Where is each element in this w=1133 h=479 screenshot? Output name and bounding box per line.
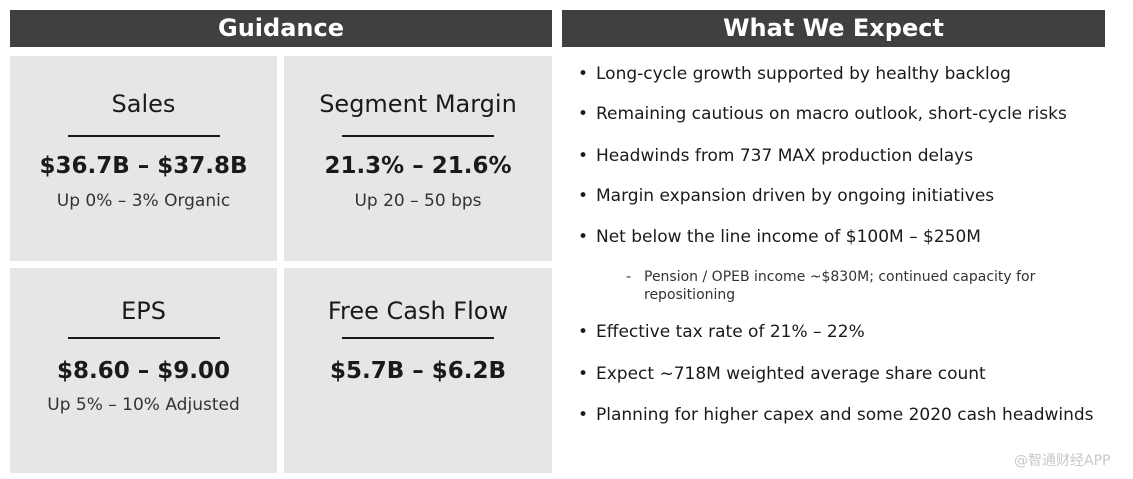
bullet-text: Expect ~718M weighted average share coun… bbox=[596, 364, 986, 384]
bullet: Long-cycle growth supported by healthy b… bbox=[578, 64, 1011, 84]
sub-bullet-text: Pension / OPEB income ~$830M; continued … bbox=[644, 269, 1036, 303]
bullet-text: Effective tax rate of 21% – 22% bbox=[596, 322, 865, 342]
bullet-text: Headwinds from 737 MAX production delays bbox=[596, 146, 974, 166]
underline bbox=[342, 337, 494, 339]
bullet: Headwinds from 737 MAX production delays bbox=[578, 146, 973, 166]
bullet-text: Planning for higher capex and some 2020 … bbox=[596, 405, 1094, 425]
box-value: $36.7B – $37.8B bbox=[39, 153, 248, 179]
guidance-box: Segment Margin 21.3% – 21.6% Up 20 – 50 … bbox=[284, 56, 552, 261]
guidance-box: EPS $8.60 – $9.00 Up 5% – 10% Adjusted bbox=[10, 268, 277, 473]
guidance-box: Free Cash Flow $5.7B – $6.2B bbox=[284, 268, 552, 473]
bullet: Margin expansion driven by ongoing initi… bbox=[578, 186, 994, 206]
watermark: @智通财经APP bbox=[1014, 453, 1111, 469]
bullet: Expect ~718M weighted average share coun… bbox=[578, 364, 986, 384]
box-value: $8.60 – $9.00 bbox=[56, 358, 231, 384]
guidance-header: Guidance bbox=[10, 10, 552, 47]
bullet: Net below the line income of $100M – $25… bbox=[578, 227, 981, 247]
box-note: Up 5% – 10% Adjusted bbox=[47, 395, 240, 415]
box-title: Segment Margin bbox=[319, 90, 517, 118]
box-note: Up 20 – 50 bps bbox=[354, 191, 482, 211]
box-note: Up 0% – 3% Organic bbox=[56, 191, 231, 211]
bullet: Remaining cautious on macro outlook, sho… bbox=[578, 104, 1067, 124]
sub-bullet: Pension / OPEB income ~$830M; continued … bbox=[626, 268, 1046, 304]
box-title: EPS bbox=[121, 297, 166, 325]
underline bbox=[342, 135, 494, 137]
underline bbox=[67, 135, 220, 137]
bullet-text: Remaining cautious on macro outlook, sho… bbox=[596, 104, 1067, 124]
expect-header: What We Expect bbox=[562, 10, 1105, 47]
bullet-text: Margin expansion driven by ongoing initi… bbox=[596, 186, 995, 206]
bullet-text: Long-cycle growth supported by healthy b… bbox=[596, 64, 1011, 84]
underline bbox=[67, 337, 220, 339]
box-value: $5.7B – $6.2B bbox=[329, 358, 507, 384]
box-title: Sales bbox=[111, 90, 176, 118]
bullet: Effective tax rate of 21% – 22% bbox=[578, 322, 865, 342]
box-value: 21.3% – 21.6% bbox=[324, 153, 512, 179]
bullet: Planning for higher capex and some 2020 … bbox=[578, 405, 1094, 425]
bullet-text: Net below the line income of $100M – $25… bbox=[596, 227, 981, 247]
box-title: Free Cash Flow bbox=[327, 297, 509, 325]
guidance-box: Sales $36.7B – $37.8B Up 0% – 3% Organic bbox=[10, 56, 277, 261]
